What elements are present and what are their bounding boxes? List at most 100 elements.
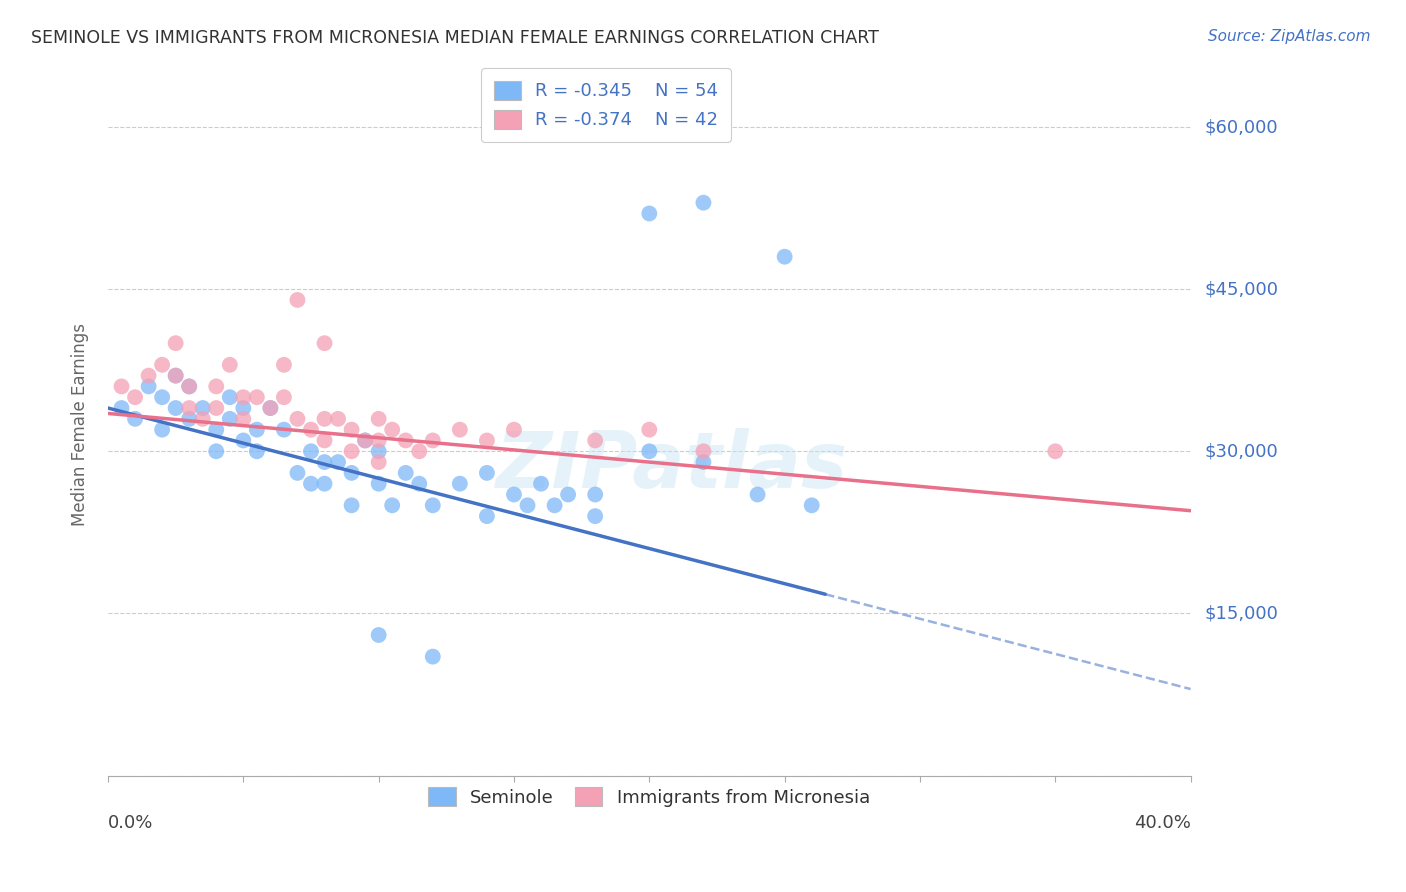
Point <box>340 444 363 458</box>
Point <box>179 401 201 415</box>
Point <box>503 423 526 437</box>
Text: $15,000: $15,000 <box>1205 605 1278 623</box>
Point <box>1045 444 1067 458</box>
Point <box>314 434 336 448</box>
Point <box>395 434 418 448</box>
Point <box>354 434 377 448</box>
Point <box>299 423 322 437</box>
Point <box>449 476 471 491</box>
Point <box>583 434 606 448</box>
Point <box>314 336 336 351</box>
Point <box>191 412 214 426</box>
Point <box>395 466 418 480</box>
Point <box>326 412 349 426</box>
Point <box>232 412 254 426</box>
Point <box>422 498 444 512</box>
Point <box>232 401 254 415</box>
Point <box>692 455 714 469</box>
Point <box>747 487 769 501</box>
Point <box>367 444 389 458</box>
Point <box>165 368 187 383</box>
Point <box>367 455 389 469</box>
Point <box>259 401 281 415</box>
Text: $45,000: $45,000 <box>1205 280 1278 298</box>
Point <box>530 476 553 491</box>
Point <box>191 401 214 415</box>
Point <box>638 423 661 437</box>
Point <box>299 476 322 491</box>
Text: Source: ZipAtlas.com: Source: ZipAtlas.com <box>1208 29 1371 45</box>
Point <box>246 444 269 458</box>
Point <box>408 444 430 458</box>
Point <box>543 498 565 512</box>
Point <box>110 379 132 393</box>
Point <box>110 401 132 415</box>
Point <box>503 487 526 501</box>
Point <box>475 466 498 480</box>
Point <box>408 476 430 491</box>
Point <box>340 466 363 480</box>
Point <box>773 250 796 264</box>
Point <box>367 628 389 642</box>
Point <box>340 498 363 512</box>
Point <box>179 379 201 393</box>
Point <box>449 423 471 437</box>
Point <box>299 444 322 458</box>
Point <box>557 487 579 501</box>
Point <box>124 390 146 404</box>
Point <box>583 487 606 501</box>
Point <box>475 509 498 524</box>
Point <box>273 390 295 404</box>
Text: 0.0%: 0.0% <box>108 814 153 832</box>
Point <box>205 379 228 393</box>
Legend: Seminole, Immigrants from Micronesia: Seminole, Immigrants from Micronesia <box>416 774 883 819</box>
Point <box>165 368 187 383</box>
Point <box>367 412 389 426</box>
Point <box>422 649 444 664</box>
Point <box>583 509 606 524</box>
Point <box>692 195 714 210</box>
Point <box>287 412 309 426</box>
Point <box>150 358 173 372</box>
Point <box>218 358 240 372</box>
Point <box>692 444 714 458</box>
Text: 40.0%: 40.0% <box>1133 814 1191 832</box>
Point <box>273 358 295 372</box>
Point <box>422 434 444 448</box>
Point <box>232 390 254 404</box>
Text: $60,000: $60,000 <box>1205 118 1278 136</box>
Point <box>314 476 336 491</box>
Point <box>179 379 201 393</box>
Point <box>124 412 146 426</box>
Point <box>638 206 661 220</box>
Point <box>381 498 404 512</box>
Point <box>273 423 295 437</box>
Point <box>287 293 309 307</box>
Point <box>326 455 349 469</box>
Point <box>218 390 240 404</box>
Point <box>246 423 269 437</box>
Text: SEMINOLE VS IMMIGRANTS FROM MICRONESIA MEDIAN FEMALE EARNINGS CORRELATION CHART: SEMINOLE VS IMMIGRANTS FROM MICRONESIA M… <box>31 29 879 47</box>
Text: ZIPatlas: ZIPatlas <box>495 428 846 504</box>
Point <box>475 434 498 448</box>
Point <box>367 434 389 448</box>
Point <box>232 434 254 448</box>
Point <box>259 401 281 415</box>
Point <box>246 390 269 404</box>
Point <box>800 498 823 512</box>
Point <box>179 412 201 426</box>
Point <box>165 401 187 415</box>
Point <box>367 476 389 491</box>
Point <box>381 423 404 437</box>
Point <box>205 401 228 415</box>
Point <box>205 444 228 458</box>
Point <box>516 498 538 512</box>
Point <box>218 412 240 426</box>
Y-axis label: Median Female Earnings: Median Female Earnings <box>72 323 89 525</box>
Point <box>150 423 173 437</box>
Point <box>165 336 187 351</box>
Point <box>314 412 336 426</box>
Point <box>138 379 160 393</box>
Point <box>314 455 336 469</box>
Point <box>150 390 173 404</box>
